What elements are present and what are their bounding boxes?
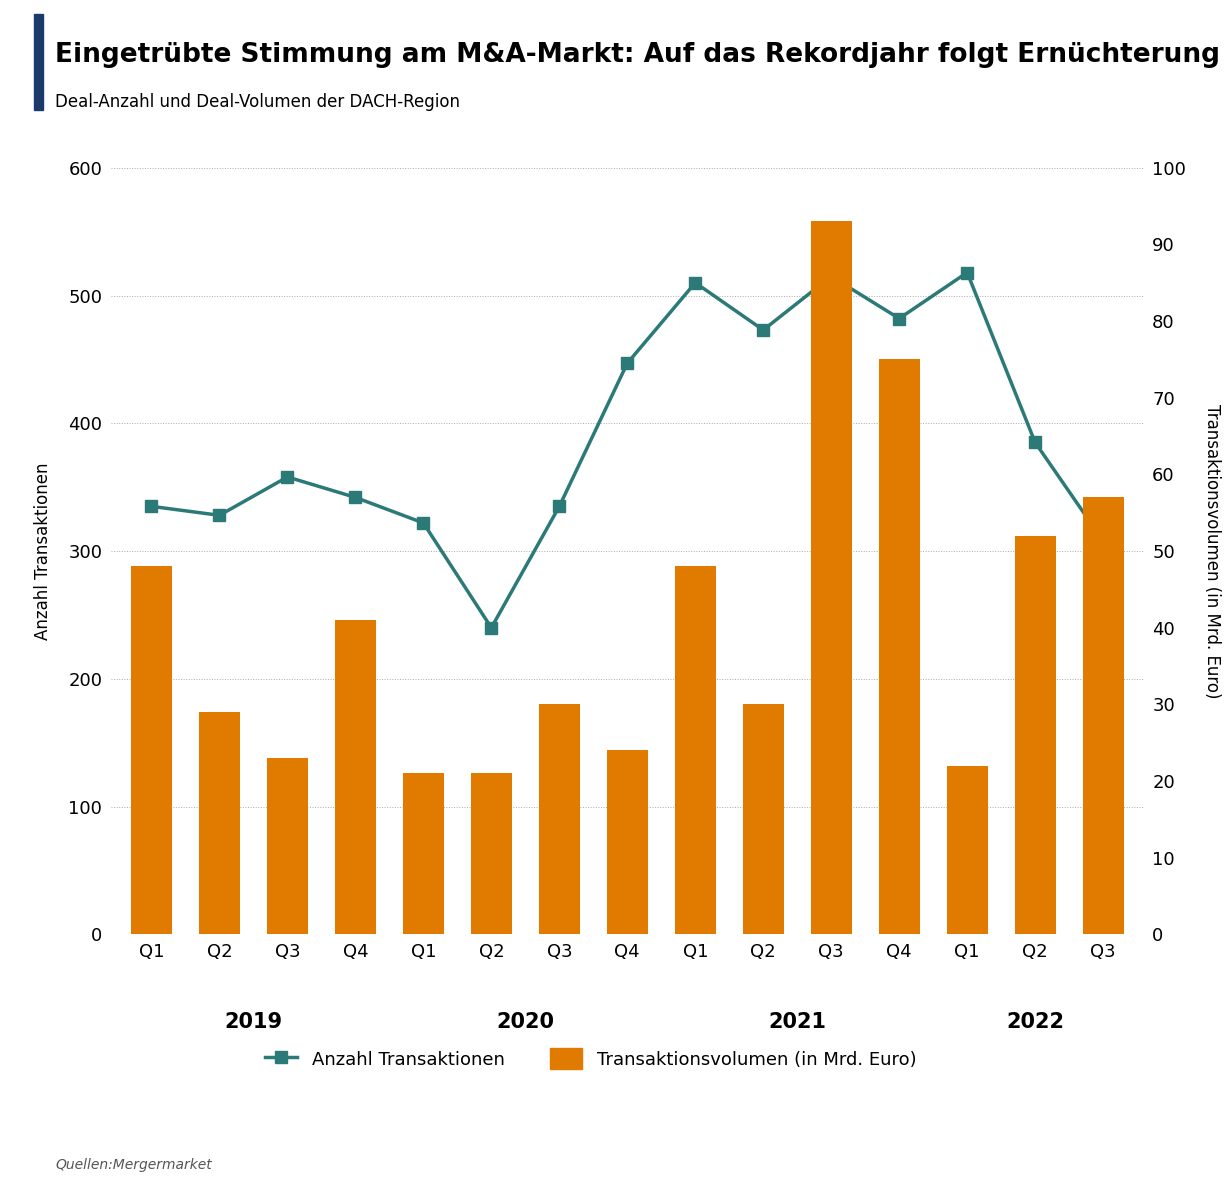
Text: Eingetrübte Stimmung am M&A-Markt: Auf das Rekordjahr folgt Ernüchterung: Eingetrübte Stimmung am M&A-Markt: Auf d…: [55, 42, 1220, 68]
Bar: [606, 750, 648, 934]
Bar: [199, 712, 240, 934]
Text: Quellen:Mergermarket: Quellen:Mergermarket: [55, 1157, 212, 1172]
Legend: Anzahl Transaktionen, Transaktionsvolumen (in Mrd. Euro): Anzahl Transaktionen, Transaktionsvolume…: [264, 1048, 916, 1069]
Bar: [811, 222, 851, 934]
Text: 2019: 2019: [224, 1012, 283, 1033]
Bar: [335, 621, 376, 934]
Text: 2021: 2021: [769, 1012, 827, 1033]
Bar: [471, 774, 512, 934]
Bar: [539, 704, 579, 934]
Text: Deal-Anzahl und Deal-Volumen der DACH-Region: Deal-Anzahl und Deal-Volumen der DACH-Re…: [55, 93, 460, 111]
Bar: [675, 567, 716, 934]
Bar: [947, 766, 988, 934]
Bar: [1082, 497, 1123, 934]
Y-axis label: Transaktionsvolumen (in Mrd. Euro): Transaktionsvolumen (in Mrd. Euro): [1203, 404, 1220, 698]
Bar: [743, 704, 784, 934]
Bar: [1015, 536, 1055, 934]
Text: 2022: 2022: [1006, 1012, 1064, 1033]
Bar: [267, 758, 308, 934]
Bar: [878, 359, 920, 934]
Text: 2020: 2020: [497, 1012, 555, 1033]
Y-axis label: Anzahl Transaktionen: Anzahl Transaktionen: [33, 462, 52, 640]
Bar: [403, 774, 444, 934]
Bar: [132, 567, 172, 934]
